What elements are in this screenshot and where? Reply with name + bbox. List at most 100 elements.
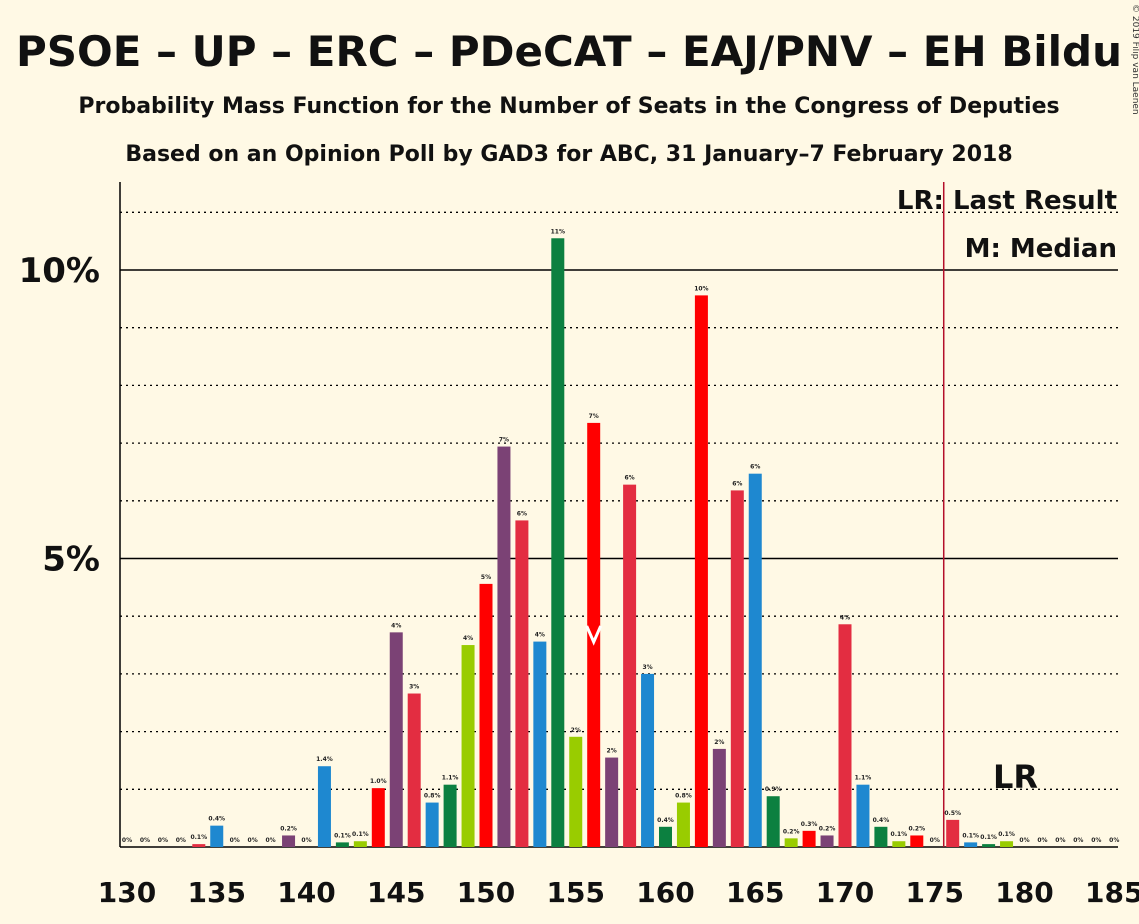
bar-seat-155 <box>569 736 583 847</box>
bar-seat-171 <box>856 784 870 847</box>
bar-label-seat-182: 0% <box>1055 837 1065 844</box>
bar-seat-154 <box>551 238 565 847</box>
bar-label-seat-147: 0.8% <box>424 793 441 800</box>
bar-seat-147 <box>425 802 439 847</box>
bar-label-seat-174: 0.2% <box>908 825 925 832</box>
bar-seat-177 <box>964 842 978 847</box>
bar-label-seat-149: 4% <box>463 635 473 642</box>
bar-seat-173 <box>892 841 906 847</box>
bar-label-seat-137: 0% <box>248 837 258 844</box>
bar-label-seat-156: 7% <box>589 413 599 420</box>
bar-label-seat-163: 2% <box>714 739 724 746</box>
bar-label-seat-180: 0% <box>1019 837 1029 844</box>
chart-subtitle: Probability Mass Function for the Number… <box>78 94 1059 119</box>
bar-seat-141 <box>317 766 331 847</box>
bar-label-seat-183: 0% <box>1073 837 1083 844</box>
bar-label-seat-144: 1.0% <box>370 778 387 785</box>
bar-label-seat-154: 11% <box>551 228 565 235</box>
bar-label-seat-170: 4% <box>840 614 850 621</box>
bar-label-seat-168: 0.3% <box>801 821 818 828</box>
bar-label-seat-132: 0% <box>158 837 168 844</box>
bar-label-seat-169: 0.2% <box>819 825 836 832</box>
x-tick-label: 155 <box>547 876 605 909</box>
bar-seat-134 <box>192 844 206 847</box>
x-tick-label: 130 <box>98 876 156 909</box>
bar-seat-176 <box>946 819 960 847</box>
bar-label-seat-158: 6% <box>625 475 635 482</box>
x-tick-label: 135 <box>188 876 246 909</box>
bar-label-seat-166: 0.9% <box>765 786 782 793</box>
bar-label-seat-164: 6% <box>732 480 742 487</box>
bar-label-seat-141: 1.4% <box>316 756 333 763</box>
bar-seat-178 <box>982 844 996 847</box>
bar-label-seat-138: 0% <box>266 837 276 844</box>
bar-label-seat-171: 1.1% <box>855 775 872 782</box>
x-tick-label: 170 <box>816 876 874 909</box>
y-tick-label: 10% <box>19 251 100 291</box>
x-tick-label: 160 <box>636 876 694 909</box>
bar-label-seat-153: 4% <box>535 632 545 639</box>
bar-label-seat-165: 6% <box>750 464 760 471</box>
bar-label-seat-181: 0% <box>1037 837 1047 844</box>
bar-seat-144 <box>371 788 385 847</box>
bar-label-seat-145: 4% <box>391 622 401 629</box>
bar-label-seat-159: 3% <box>642 664 652 671</box>
bar-label-seat-130: 0% <box>122 837 132 844</box>
bar-label-seat-133: 0% <box>176 837 186 844</box>
bar-label-seat-140: 0% <box>301 837 311 844</box>
bar-seat-164 <box>730 490 744 847</box>
bar-label-seat-150: 5% <box>481 574 491 581</box>
bar-seat-166 <box>766 796 780 847</box>
bar-label-seat-177: 0.1% <box>962 832 979 839</box>
bar-seat-146 <box>407 693 421 847</box>
x-tick-label: 145 <box>367 876 425 909</box>
bar-seat-150 <box>479 583 493 847</box>
bar-label-seat-172: 0.4% <box>873 817 890 824</box>
median-marker <box>585 625 603 646</box>
bar-label-seat-173: 0.1% <box>891 831 908 838</box>
x-tick-label: 165 <box>726 876 784 909</box>
bar-seat-168 <box>802 830 816 847</box>
bar-label-seat-131: 0% <box>140 837 150 844</box>
bar-seat-162 <box>694 295 708 847</box>
bar-seat-161 <box>676 802 690 847</box>
bar-label-seat-161: 0.8% <box>675 793 692 800</box>
bar-seat-167 <box>784 838 798 847</box>
y-axis-ticks: 5% 10% <box>19 251 100 580</box>
bar-label-seat-143: 0.1% <box>352 831 369 838</box>
bar-label-seat-179: 0.1% <box>998 831 1015 838</box>
bar-label-seat-148: 1.1% <box>442 775 459 782</box>
bar-label-seat-160: 0.4% <box>657 817 674 824</box>
bar-label-seat-157: 2% <box>607 748 617 755</box>
bar-label-seat-162: 10% <box>694 285 708 292</box>
x-tick-label: 180 <box>995 876 1053 909</box>
bar-seat-153 <box>533 641 547 847</box>
bar-seat-169 <box>820 835 834 847</box>
last-result-marker-label: LR <box>993 758 1038 796</box>
chart-title: PSOE – UP – ERC – PDeCAT – EAJ/PNV – EH … <box>16 27 1122 76</box>
bar-seat-135 <box>210 825 224 847</box>
bar-seat-149 <box>461 645 475 847</box>
bar-label-seat-146: 3% <box>409 684 419 691</box>
bars <box>192 238 1014 847</box>
bar-label-seat-142: 0.1% <box>334 832 351 839</box>
bar-seat-139 <box>282 835 296 847</box>
bar-seat-165 <box>748 473 762 847</box>
x-tick-label: 150 <box>457 876 515 909</box>
copyright-note: © 2019 Filip van Laenen <box>1130 4 1139 115</box>
overlays: LR <box>585 182 1038 847</box>
bar-label-seat-151: 7% <box>499 437 509 444</box>
bar-seat-156 <box>587 422 601 847</box>
bar-label-seat-178: 0.1% <box>980 834 997 841</box>
bar-seat-174 <box>910 835 924 847</box>
bar-seat-160 <box>659 826 672 847</box>
bar-label-seat-176: 0.5% <box>944 810 961 817</box>
bar-seat-157 <box>605 757 619 847</box>
bar-seat-145 <box>389 632 403 847</box>
bar-label-seat-152: 6% <box>517 510 527 517</box>
bar-seat-159 <box>641 673 655 847</box>
bar-seat-163 <box>712 748 726 847</box>
bar-seat-170 <box>838 624 852 847</box>
legend-last-result: LR: Last Result <box>897 186 1117 216</box>
bar-labels: 0% 0% 0% 0% 0.1%0.4%0% 0% 0%0.2%0%1.4%0.1% 0.1%… <box>122 228 1119 844</box>
